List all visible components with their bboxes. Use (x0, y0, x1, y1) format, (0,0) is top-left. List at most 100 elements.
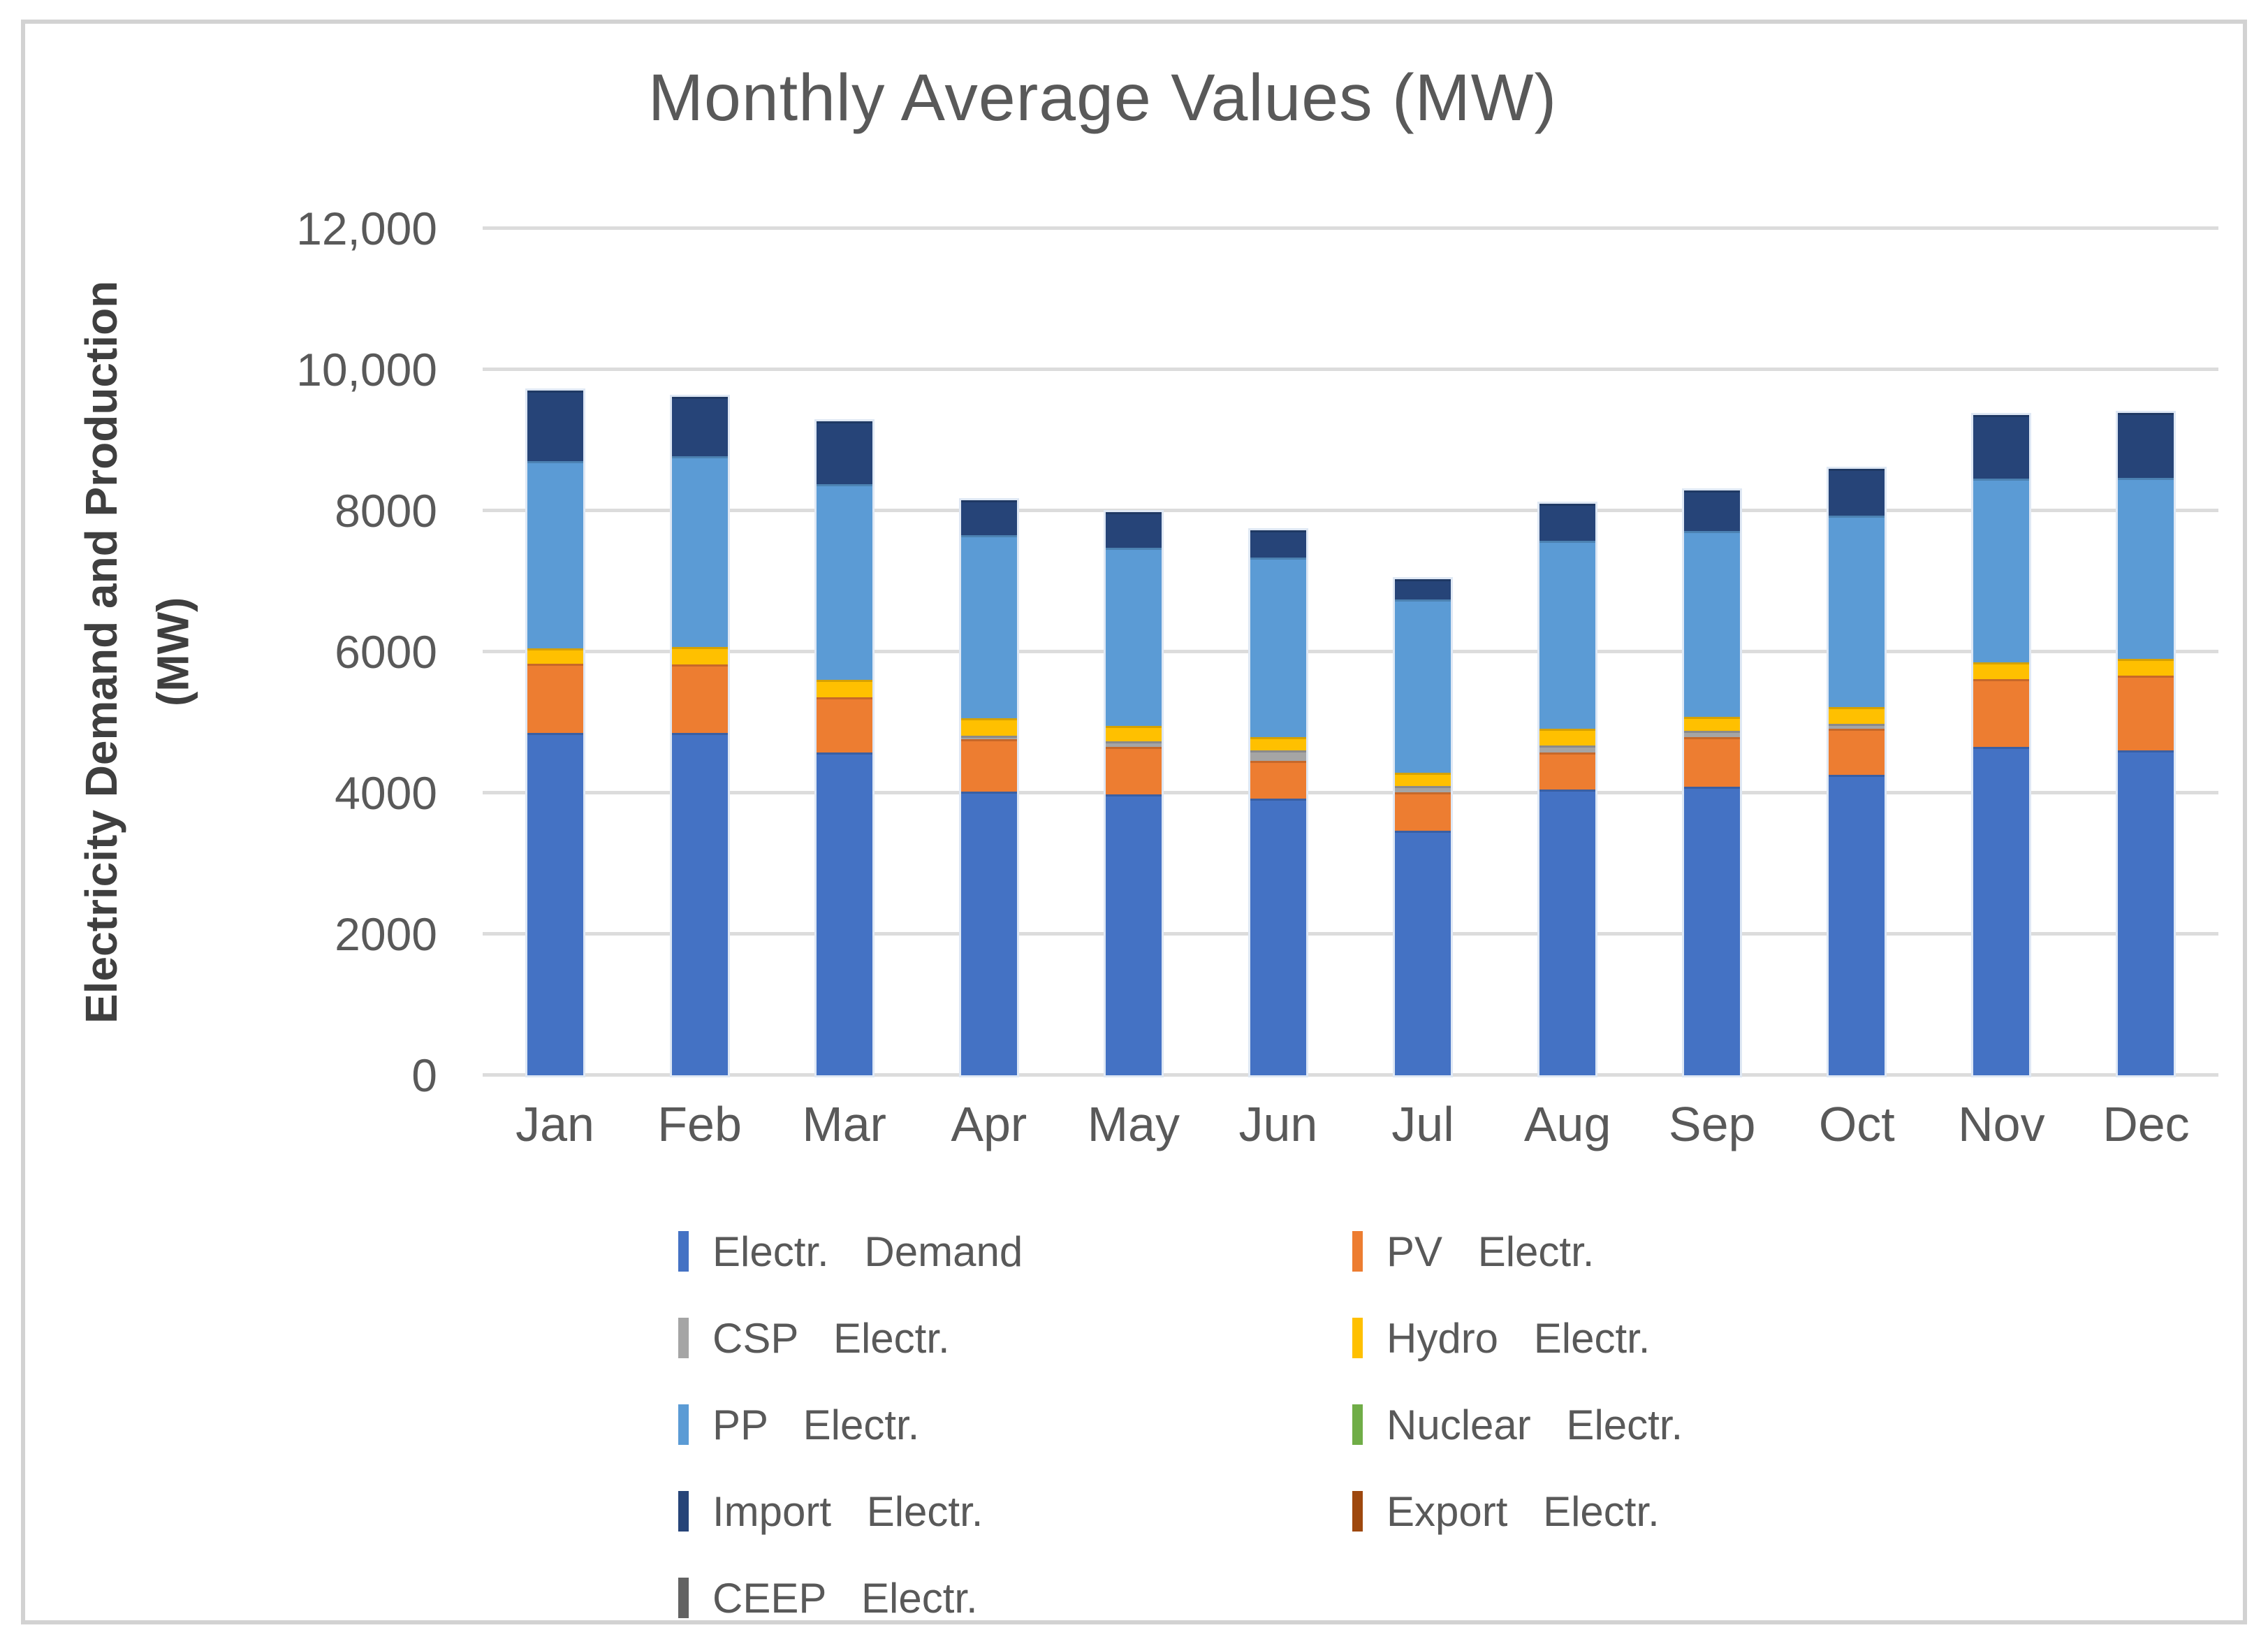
stacked-bar-oct (1829, 469, 1885, 1075)
bar-segment-sep-csp-electr (1684, 731, 1741, 738)
bar-segment-apr-csp-electr (960, 736, 1017, 740)
x-axis-label-apr: Apr (951, 1097, 1027, 1151)
legend-label: CSP Electr. (712, 1314, 950, 1362)
bar-segment-jun-import-electr (1250, 530, 1306, 558)
y-axis-tick-labels: 12,000 10,000 8000 6000 4000 2000 0 (130, 203, 437, 1101)
bar-segment-jan-hydro-electr (527, 648, 583, 664)
bar-segment-nov-electr-demand (1973, 747, 2030, 1075)
legend-label: PV Electr. (1387, 1228, 1595, 1275)
bar-segment-aug-electr-demand (1539, 789, 1596, 1075)
legend-label: Import Electr. (712, 1487, 983, 1535)
x-axis-label-jun: Jun (1238, 1097, 1318, 1151)
bar-segment-oct-pp-electr (1829, 516, 1885, 707)
bar-segment-mar-import-electr (816, 421, 872, 484)
bar-segment-aug-pv-electr (1539, 752, 1596, 790)
bar-segment-mar-pp-electr (816, 483, 872, 681)
bar-segment-dec-import-electr (2118, 412, 2174, 478)
stacked-bar-jul (1395, 579, 1451, 1075)
x-axis-label-nov: Nov (1958, 1097, 2045, 1151)
bar-segment-may-csp-electr (1105, 741, 1162, 748)
bar-segment-sep-import-electr (1684, 490, 1741, 532)
stacked-bar-apr (960, 500, 1017, 1075)
bar-segment-dec-electr-demand (2118, 750, 2174, 1075)
bar-segment-may-pv-electr (1105, 747, 1162, 795)
legend-label: Electr. Demand (712, 1228, 1023, 1275)
y-tick-label: 6000 (335, 626, 437, 678)
legend-swatch-icon (1352, 1231, 1363, 1272)
gridline-8000 (483, 509, 2218, 512)
gridline-10000 (483, 368, 2218, 371)
legend-swatch-icon (1352, 1318, 1363, 1358)
legend-label: Export Electr. (1387, 1487, 1660, 1535)
bar-segment-jun-csp-electr (1250, 750, 1306, 761)
bar-segment-mar-hydro-electr (816, 680, 872, 697)
bar-segment-jan-pp-electr (527, 461, 583, 648)
bar-segment-sep-electr-demand (1684, 786, 1741, 1075)
x-axis-label-oct: Oct (1818, 1097, 1895, 1151)
y-tick-label: 8000 (335, 485, 437, 537)
x-axis-label-dec: Dec (2102, 1097, 2190, 1151)
legend-item-hydro-electr: Hydro Electr. (1352, 1314, 1883, 1362)
gridline-4000 (483, 791, 2218, 794)
bar-segment-apr-hydro-electr (960, 718, 1017, 736)
bar-segment-feb-electr-demand (671, 733, 728, 1075)
legend-item-pv-electr: PV Electr. (1352, 1228, 1883, 1276)
bar-segment-jan-pv-electr (527, 664, 583, 734)
bar-segment-aug-hydro-electr (1539, 729, 1596, 746)
x-axis-label-aug: Aug (1523, 1097, 1611, 1151)
legend-swatch-icon (678, 1578, 689, 1618)
x-axis-labels: Jan Feb Mar Apr May Jun Jul Aug Sep Oct Nov Dec (483, 1096, 2218, 1166)
bar-segment-feb-hydro-electr (671, 646, 728, 665)
chart-frame: Monthly Average Values (MW) Electricity … (21, 20, 2247, 1624)
legend-label: Nuclear Electr. (1387, 1401, 1683, 1448)
bar-segment-feb-pv-electr (671, 664, 728, 734)
bar-segment-aug-csp-electr (1539, 745, 1596, 753)
bar-segment-jul-hydro-electr (1395, 772, 1451, 786)
bar-segment-nov-hydro-electr (1973, 662, 2030, 680)
y-tick-label: 0 (411, 1049, 437, 1101)
bar-segment-sep-pv-electr (1684, 737, 1741, 787)
stacked-bar-aug (1539, 503, 1596, 1075)
x-axis-label-jan: Jan (515, 1097, 594, 1151)
y-axis-title-line1: Electricity Demand and Production (76, 280, 126, 1024)
legend-swatch-icon (678, 1231, 689, 1272)
stacked-bar-dec (2118, 412, 2174, 1075)
legend-swatch-icon (1352, 1404, 1363, 1445)
legend-swatch-icon (678, 1404, 689, 1445)
plot-area (483, 226, 2218, 1077)
bar-segment-dec-pp-electr (2118, 477, 2174, 660)
stacked-bar-sep (1684, 490, 1741, 1075)
x-axis-label-may: May (1087, 1097, 1180, 1151)
bar-segment-may-import-electr (1105, 512, 1162, 548)
bar-segment-jan-import-electr (527, 391, 583, 462)
bar-segment-mar-pv-electr (816, 697, 872, 753)
legend-swatch-icon (678, 1491, 689, 1532)
bar-segment-jan-electr-demand (527, 733, 583, 1075)
bar-segment-apr-electr-demand (960, 792, 1017, 1075)
legend-item-pp-electr: PP Electr. (678, 1401, 1352, 1449)
bar-segment-nov-pv-electr (1973, 679, 2030, 748)
legend-item-import-electr: Import Electr. (678, 1487, 1352, 1536)
bar-segment-sep-pp-electr (1684, 531, 1741, 717)
legend-item-export-electr: Export Electr. (1352, 1487, 1883, 1536)
legend-swatch-icon (678, 1318, 689, 1358)
y-tick-label: 10,000 (296, 344, 437, 395)
bar-segment-feb-import-electr (671, 397, 728, 457)
bar-segment-jul-csp-electr (1395, 785, 1451, 793)
bar-segment-jun-hydro-electr (1250, 737, 1306, 751)
bar-segment-may-pp-electr (1105, 547, 1162, 727)
bar-segment-oct-import-electr (1829, 469, 1885, 516)
bar-segment-apr-import-electr (960, 500, 1017, 536)
legend-item-ceep-electr: CEEP Electr. (678, 1574, 1352, 1622)
bar-segment-nov-pp-electr (1973, 478, 2030, 663)
y-tick-label: 2000 (335, 908, 437, 960)
legend-item-electr-demand: Electr. Demand (678, 1228, 1352, 1276)
bar-segment-feb-pp-electr (671, 456, 728, 647)
legend-item-csp-electr: CSP Electr. (678, 1314, 1352, 1362)
y-tick-label: 4000 (335, 767, 437, 819)
bar-segment-jul-electr-demand (1395, 830, 1451, 1075)
x-axis-label-jul: Jul (1391, 1097, 1454, 1151)
gridline-2000 (483, 932, 2218, 936)
bar-segment-may-hydro-electr (1105, 726, 1162, 742)
legend-label: CEEP Electr. (712, 1574, 978, 1622)
